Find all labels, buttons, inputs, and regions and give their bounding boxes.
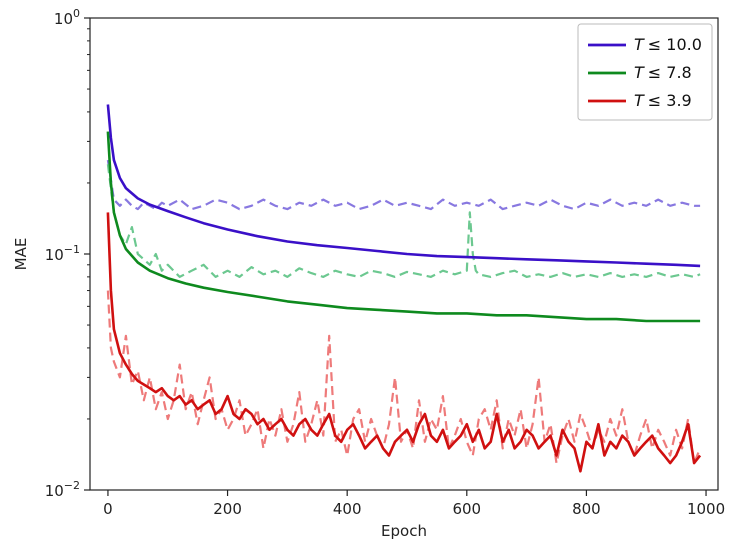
legend-symbol: T bbox=[634, 35, 645, 54]
x-tick-label: 1000 bbox=[687, 500, 725, 518]
series-layer bbox=[106, 104, 702, 473]
legend-box bbox=[577, 23, 713, 121]
dashed-series-line-5 bbox=[106, 290, 702, 465]
x-axis-label: Epoch bbox=[381, 522, 427, 540]
legend-label: T ≤ 7.8 bbox=[634, 63, 692, 82]
legend-label: T ≤ 10.0 bbox=[634, 35, 702, 54]
legend-symbol: T bbox=[634, 63, 645, 82]
dashed-series-line-4 bbox=[106, 164, 701, 278]
x-tick-label: 400 bbox=[333, 500, 362, 518]
y-tick-base: 10 bbox=[45, 482, 64, 500]
x-tick-label: 600 bbox=[452, 500, 481, 518]
x-tick-label: 200 bbox=[213, 500, 242, 518]
legend: T ≤ 10.0T ≤ 7.8T ≤ 3.9 bbox=[577, 23, 713, 121]
solid-series-line-0 bbox=[106, 104, 701, 268]
y-tick-exponent: −2 bbox=[64, 479, 80, 492]
y-tick-base: 10 bbox=[54, 10, 73, 28]
y-tick-exponent: 0 bbox=[73, 7, 80, 20]
y-tick-label: 100 bbox=[54, 7, 80, 28]
y-tick-base: 10 bbox=[45, 246, 64, 264]
legend-threshold: ≤ 10.0 bbox=[648, 35, 702, 54]
solid-series-line-2 bbox=[106, 212, 702, 473]
y-tick-label: 10−2 bbox=[45, 479, 80, 500]
x-tick-label: 0 bbox=[103, 500, 113, 518]
legend-label: T ≤ 3.9 bbox=[634, 91, 692, 110]
x-tick-label: 800 bbox=[572, 500, 601, 518]
legend-symbol: T bbox=[634, 91, 645, 110]
y-tick-label: 10−1 bbox=[45, 243, 80, 264]
y-tick-exponent: −1 bbox=[64, 243, 80, 256]
legend-items: T ≤ 10.0T ≤ 7.8T ≤ 3.9 bbox=[588, 35, 702, 110]
legend-threshold: ≤ 7.8 bbox=[648, 63, 692, 82]
solid-series-line-1 bbox=[106, 131, 701, 323]
legend-threshold: ≤ 3.9 bbox=[648, 91, 692, 110]
dashed-series-line-3 bbox=[106, 159, 701, 211]
y-axis-label: MAE bbox=[12, 238, 30, 271]
x-axis-ticks: 0 200 400 600 800 1000 bbox=[103, 490, 725, 518]
